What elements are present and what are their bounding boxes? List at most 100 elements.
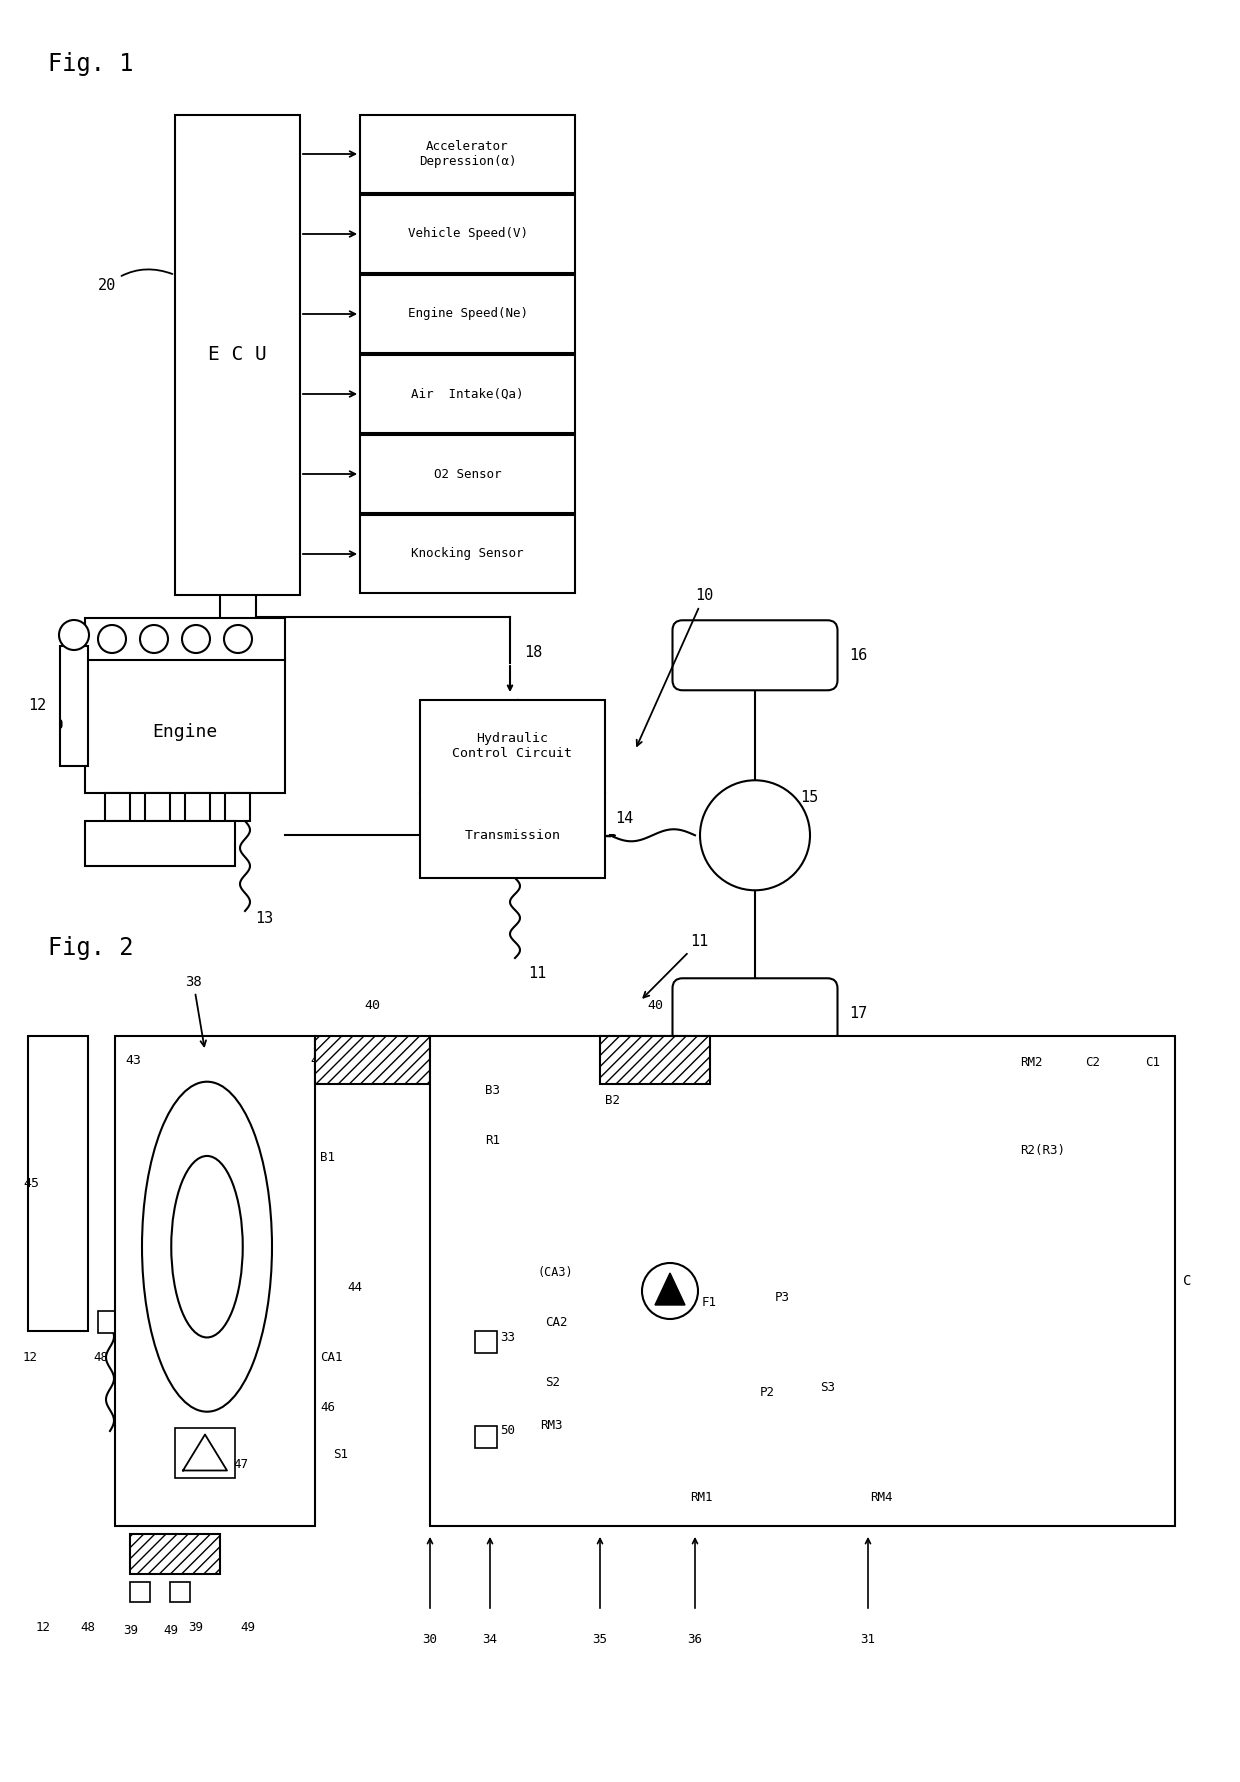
Text: Fig. 1: Fig. 1 (48, 52, 134, 77)
Circle shape (182, 625, 210, 652)
Text: RM4: RM4 (870, 1492, 893, 1504)
Text: S3: S3 (820, 1381, 835, 1394)
FancyBboxPatch shape (672, 978, 837, 1048)
Text: RM2: RM2 (1021, 1057, 1043, 1069)
Text: 43: 43 (125, 1053, 141, 1067)
Text: 11: 11 (528, 966, 547, 982)
Text: CA1: CA1 (320, 1351, 342, 1363)
Text: 45: 45 (24, 1176, 38, 1190)
Bar (360, 274, 575, 353)
Text: 12: 12 (24, 1351, 38, 1363)
Text: 38: 38 (185, 975, 206, 1046)
Bar (175, 1427, 236, 1477)
Text: Air  Intake(Qa): Air Intake(Qa) (412, 387, 523, 401)
Text: Hydraulic
Control Circuit: Hydraulic Control Circuit (453, 732, 573, 761)
Bar (475, 1331, 497, 1353)
Text: Knocking Sensor: Knocking Sensor (412, 547, 523, 561)
Text: 44: 44 (347, 1281, 362, 1294)
Text: 49: 49 (162, 1623, 179, 1638)
Bar (360, 355, 575, 433)
Text: P3: P3 (775, 1290, 790, 1304)
Text: 10: 10 (636, 588, 713, 747)
Bar (360, 116, 575, 192)
Bar (145, 793, 170, 822)
Text: F1: F1 (702, 1296, 717, 1310)
Circle shape (224, 625, 252, 652)
Bar (420, 700, 605, 879)
Bar (315, 1035, 430, 1083)
Text: R1: R1 (485, 1133, 500, 1148)
Text: 16: 16 (849, 649, 868, 663)
Bar (475, 1426, 497, 1449)
Text: 40: 40 (647, 1000, 663, 1012)
Text: 14: 14 (615, 811, 634, 827)
Text: E C U: E C U (208, 346, 267, 365)
Bar (130, 1534, 219, 1574)
Text: RM3: RM3 (539, 1418, 563, 1433)
Text: 18: 18 (525, 645, 542, 659)
Bar (175, 116, 300, 595)
Text: Accelerator
Depression(α): Accelerator Depression(α) (419, 141, 516, 168)
Bar (170, 1582, 190, 1602)
Text: RM1: RM1 (689, 1492, 713, 1504)
Text: P2: P2 (760, 1386, 775, 1399)
Text: S1: S1 (334, 1447, 348, 1461)
Text: 33: 33 (500, 1331, 515, 1344)
Bar (86, 658, 285, 793)
Text: 35: 35 (591, 1632, 608, 1647)
Bar (360, 435, 575, 513)
Text: 20: 20 (98, 269, 172, 292)
Text: S2: S2 (546, 1376, 560, 1388)
Text: C: C (1183, 1274, 1192, 1288)
Text: 13: 13 (117, 1436, 131, 1449)
Text: 12: 12 (29, 699, 46, 713)
Bar (224, 793, 250, 822)
Text: 13: 13 (255, 911, 273, 927)
Text: Engine: Engine (153, 723, 218, 741)
Bar (105, 793, 130, 822)
Text: 39: 39 (188, 1622, 203, 1634)
Circle shape (98, 625, 126, 652)
Text: Vehicle Speed(V): Vehicle Speed(V) (408, 228, 527, 241)
Bar (600, 1035, 711, 1083)
Bar (86, 618, 285, 659)
Polygon shape (655, 1272, 684, 1304)
Text: 17: 17 (849, 1005, 868, 1021)
Bar (360, 515, 575, 593)
Text: 15: 15 (800, 789, 818, 805)
Text: 48: 48 (81, 1622, 95, 1634)
Bar (130, 1582, 150, 1602)
Bar (29, 1035, 88, 1331)
Bar (98, 1312, 120, 1333)
Bar (360, 194, 575, 273)
Text: Engine Speed(Ne): Engine Speed(Ne) (408, 308, 527, 321)
Bar (430, 1035, 1176, 1525)
Text: B1: B1 (320, 1151, 335, 1164)
FancyBboxPatch shape (672, 620, 837, 690)
Bar (86, 822, 236, 866)
Text: 49: 49 (241, 1622, 255, 1634)
Text: 36: 36 (687, 1632, 702, 1647)
Text: Transmission: Transmission (465, 829, 560, 841)
Text: 48: 48 (93, 1351, 108, 1363)
Ellipse shape (171, 1157, 243, 1338)
Text: 12: 12 (36, 1622, 51, 1634)
Text: 34: 34 (482, 1632, 497, 1647)
Text: 31: 31 (861, 1632, 875, 1647)
Text: Fig. 2: Fig. 2 (48, 936, 134, 960)
Text: 42: 42 (310, 1053, 326, 1067)
Bar (115, 1035, 315, 1525)
Text: 11: 11 (644, 934, 708, 998)
Text: 40: 40 (135, 1590, 150, 1604)
Text: R2(R3): R2(R3) (1021, 1144, 1065, 1157)
Ellipse shape (143, 1082, 272, 1411)
Circle shape (701, 781, 810, 891)
Text: O2 Sensor: O2 Sensor (434, 467, 501, 481)
Text: B2: B2 (605, 1094, 620, 1107)
Text: C2: C2 (1085, 1057, 1100, 1069)
Circle shape (60, 620, 89, 650)
Text: 47: 47 (233, 1458, 248, 1470)
Bar (60, 647, 88, 766)
Text: B3: B3 (485, 1083, 500, 1098)
Text: (CA3): (CA3) (538, 1265, 574, 1279)
